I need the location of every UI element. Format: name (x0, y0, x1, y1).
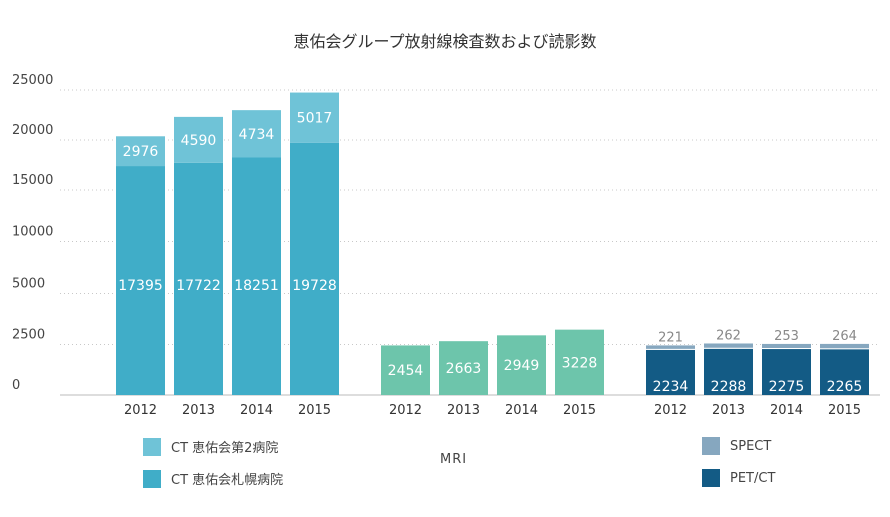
legend-item-spect: SPECT (702, 437, 771, 455)
bar-ct-2012-1 (116, 136, 165, 167)
data-label: 2976 (123, 144, 159, 160)
data-label: 2949 (504, 358, 540, 374)
x-tick-label: 2012 (389, 403, 422, 418)
legend-swatch-spect (702, 437, 720, 455)
data-label: 262 (716, 328, 741, 343)
legend-label-ct1: CT 恵佑会札幌病院 (171, 473, 284, 488)
data-label: 4590 (181, 133, 217, 149)
y-tick-label: 15000 (12, 173, 53, 188)
bar-pet-2014-0 (762, 349, 811, 395)
data-label: 2288 (711, 379, 747, 395)
legend-swatch-ct1 (143, 469, 161, 488)
x-tick-label: 2015 (563, 403, 596, 418)
x-axis: 2012 2013 2014 2015 2012 2013 2014 2015 2012 2013… (124, 403, 861, 418)
data-label: 221 (658, 330, 683, 345)
legend-label-petct: PET/CT (730, 470, 776, 486)
data-label: 264 (832, 329, 857, 344)
bar-pet-2015-1 (820, 343, 869, 350)
bar-pet-2014-1 (762, 343, 811, 350)
legend-item-ct1: CT 恵佑会札幌病院 (143, 469, 283, 488)
bar-ct-2015-1 (290, 92, 339, 143)
legend-label-ct2: CT 恵佑会第2病院 (171, 441, 279, 456)
y-tick-label: 20000 (12, 123, 53, 138)
y-tick-label: 5000 (12, 277, 45, 292)
y-tick-label: 0 (12, 378, 20, 393)
x-tick-label: 2013 (182, 403, 215, 418)
x-tick-label: 2014 (505, 403, 538, 418)
bar-mri-2014-0 (497, 335, 546, 395)
bar-ct-2014-1 (232, 110, 281, 158)
bar-pet-2013-1 (704, 343, 753, 349)
bar-ct-2013-0 (174, 162, 223, 395)
x-tick-label: 2015 (828, 403, 861, 418)
data-label: 2275 (769, 379, 805, 395)
bar-ct-2014-0 (232, 157, 281, 395)
legend-label-spect: SPECT (730, 438, 772, 454)
bar-mri-2012-0 (381, 345, 430, 395)
data-label: 18251 (234, 278, 279, 294)
y-tick-label: 25000 (12, 73, 53, 88)
data-label: 2265 (827, 379, 863, 395)
x-tick-label: 2012 (124, 403, 157, 418)
legend-item-petct: PET/CT (702, 469, 775, 487)
x-tick-label: 2014 (770, 403, 803, 418)
bar-pet-2015-0 (820, 349, 869, 395)
y-tick-label: 10000 (12, 225, 53, 240)
data-label: 2234 (653, 379, 689, 395)
bar-pet-2012-0 (646, 349, 695, 395)
legend-swatch-ct2 (143, 437, 161, 456)
bar-ct-2015-0 (290, 142, 339, 395)
legend-swatch-petct (702, 469, 720, 487)
legend-label-mri: MRI (440, 452, 468, 467)
chart-title: 恵佑会グループ放射線検査数および読影数 (293, 32, 596, 51)
bar-ct-2013-1 (174, 116, 223, 163)
data-label: 5017 (297, 111, 333, 127)
x-tick-label: 2013 (712, 403, 745, 418)
data-label: 2454 (388, 363, 424, 379)
x-tick-label: 2014 (240, 403, 273, 418)
bar-mri-2013-0 (439, 341, 488, 395)
bar-ct-2012-0 (116, 166, 165, 395)
data-label: 17722 (176, 278, 221, 294)
bar-pet-2012-1 (646, 345, 695, 350)
data-label: 253 (774, 329, 799, 344)
legend-item-ct2: CT 恵佑会第2病院 (143, 437, 278, 456)
x-tick-label: 2012 (654, 403, 687, 418)
x-tick-label: 2015 (298, 403, 331, 418)
data-label: 2663 (446, 361, 482, 377)
y-tick-label: 2500 (12, 328, 45, 343)
bars: 17395 2976 17722 4590 18251 4734 19728 5017 2454… (116, 92, 869, 395)
data-label: 4734 (239, 127, 275, 143)
data-label: 19728 (292, 278, 337, 294)
bar-pet-2013-0 (704, 348, 753, 395)
bar-mri-2015-0 (555, 329, 604, 395)
data-label: 17395 (118, 278, 163, 294)
data-label: 3228 (562, 355, 598, 371)
x-tick-label: 2013 (447, 403, 480, 418)
